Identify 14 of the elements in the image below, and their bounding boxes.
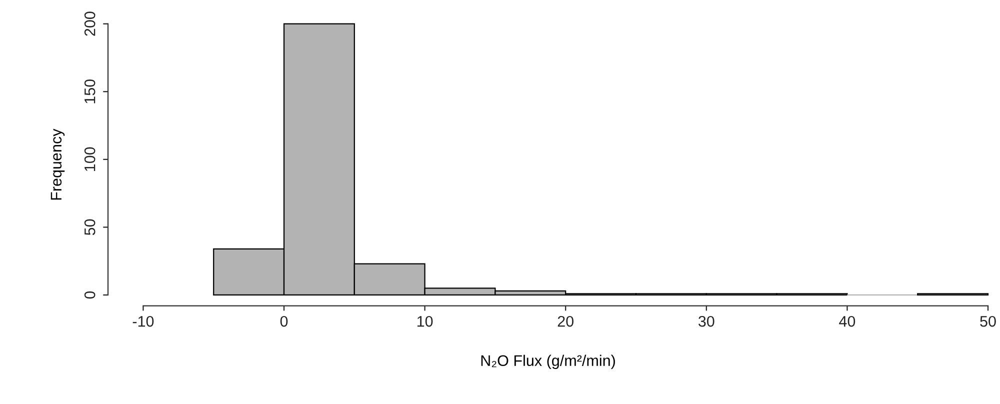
- y-tick-label: 200: [84, 12, 96, 36]
- x-axis-title: N₂O Flux (g/m²/min): [481, 354, 615, 370]
- y-tick-label: 0: [84, 291, 96, 299]
- x-tick-label: 10: [417, 316, 433, 327]
- x-tick-label: -10: [132, 316, 154, 327]
- y-tick-label: 100: [84, 147, 96, 171]
- y-tick-label: 150: [84, 79, 96, 104]
- x-tick-label: 0: [280, 316, 288, 327]
- y-axis-title: Frequency: [50, 128, 65, 200]
- x-tick-label: 20: [558, 316, 574, 327]
- y-tick-label: 50: [84, 219, 96, 236]
- x-tick-label: 50: [980, 316, 996, 327]
- x-tick-label: 30: [698, 316, 714, 327]
- x-tick-label: 40: [839, 316, 856, 327]
